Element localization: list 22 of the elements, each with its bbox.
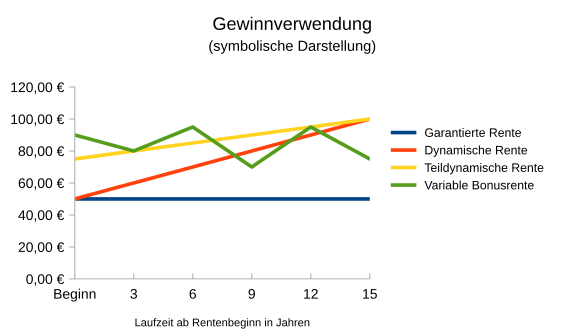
x-axis-title: Laufzeit ab Rentenbeginn in Jahren xyxy=(135,318,310,329)
x-tick-label: 9 xyxy=(248,288,255,299)
legend-label: Dynamische Rente xyxy=(425,145,528,157)
legend-label: Teildynamische Rente xyxy=(424,162,544,174)
x-tick-label: 15 xyxy=(363,289,377,299)
y-tick-label: 120,00 € xyxy=(11,82,64,94)
legend-label: Variable Bonusrente xyxy=(424,180,534,190)
y-tick-label: 80,00 € xyxy=(18,146,64,158)
x-tick-label: 6 xyxy=(190,288,196,299)
y-tick-label: 100,00 € xyxy=(11,114,64,126)
chart-subtitle: (symbolische Darstellung) xyxy=(209,40,376,54)
y-tick-label: 0,00 € xyxy=(26,274,64,286)
chart-title: Gewinnverwendung xyxy=(213,16,371,34)
line-series xyxy=(74,125,370,169)
line-series xyxy=(74,117,370,161)
x-tick-label: Beginn xyxy=(54,288,96,302)
x-tick-label: 3 xyxy=(130,288,138,299)
legend-label: Garantierte Rente xyxy=(424,128,521,137)
y-tick-label: 60,00 € xyxy=(18,178,64,190)
x-tick-label: 12 xyxy=(304,288,318,299)
y-tick-label: 20,00 € xyxy=(18,242,64,254)
y-tick-label: 40,00 € xyxy=(18,210,64,222)
